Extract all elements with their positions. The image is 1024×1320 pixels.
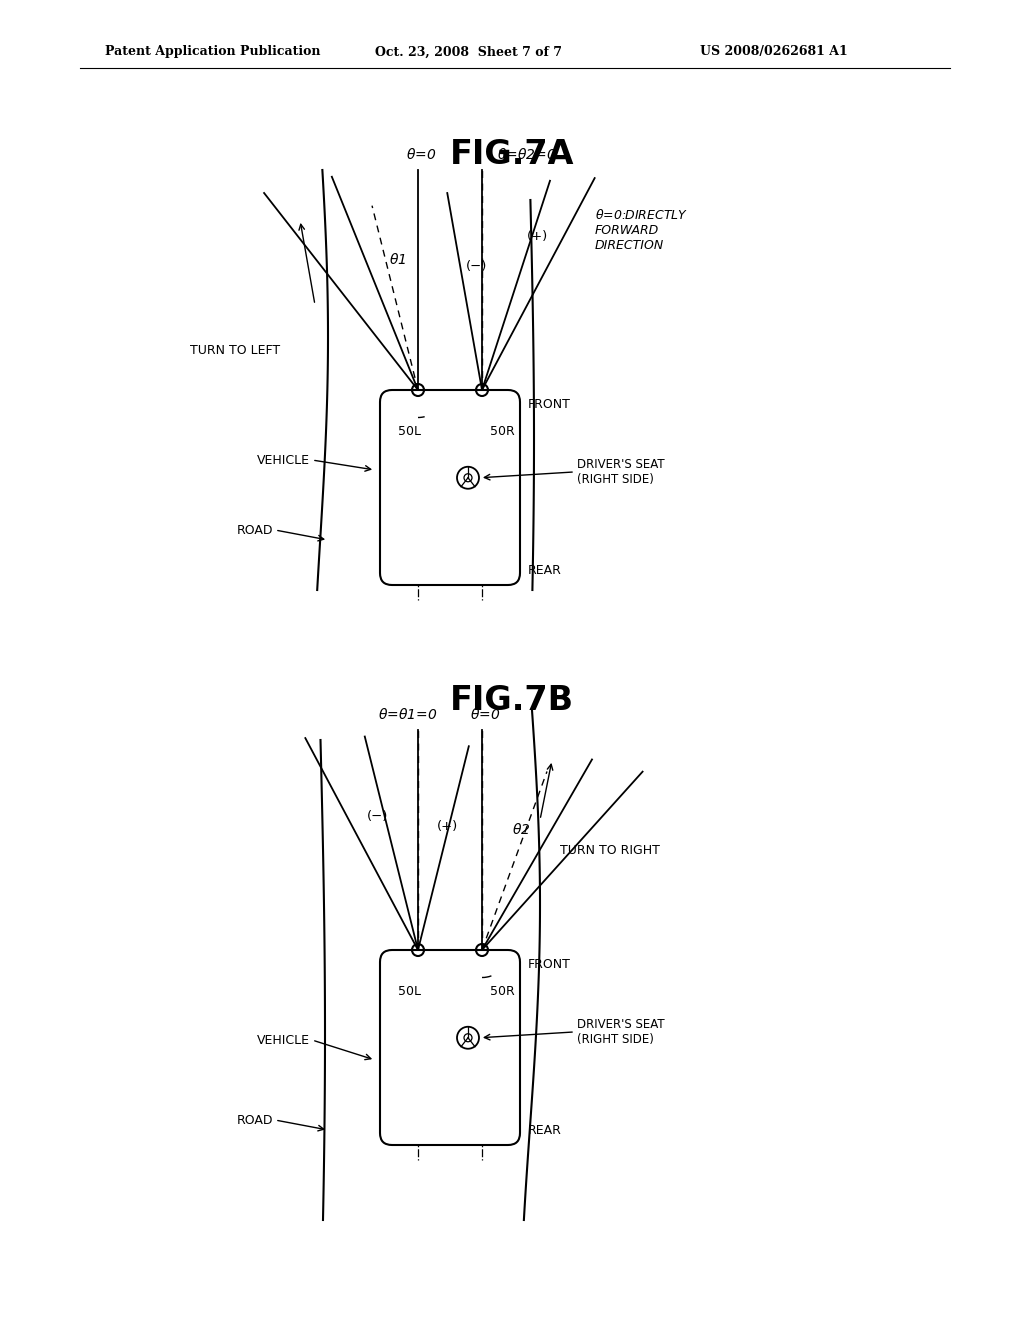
Text: ROAD: ROAD	[237, 524, 273, 536]
Text: VEHICLE: VEHICLE	[257, 454, 310, 466]
Text: FIG.7B: FIG.7B	[450, 684, 574, 717]
Text: $\theta$2: $\theta$2	[512, 822, 530, 837]
Text: US 2008/0262681 A1: US 2008/0262681 A1	[700, 45, 848, 58]
Text: FRONT: FRONT	[528, 399, 570, 411]
Text: TURN TO LEFT: TURN TO LEFT	[189, 343, 280, 356]
Text: DRIVER'S SEAT
(RIGHT SIDE): DRIVER'S SEAT (RIGHT SIDE)	[577, 1018, 665, 1045]
Text: $\theta$=0:DIRECTLY
FORWARD
DIRECTION: $\theta$=0:DIRECTLY FORWARD DIRECTION	[595, 209, 688, 252]
FancyBboxPatch shape	[380, 389, 520, 585]
Text: $\theta$1: $\theta$1	[389, 252, 407, 268]
Text: 50R: 50R	[490, 425, 515, 438]
Text: (+): (+)	[526, 230, 548, 243]
FancyBboxPatch shape	[380, 950, 520, 1144]
Text: $\theta$=0: $\theta$=0	[406, 147, 436, 162]
Text: Oct. 23, 2008  Sheet 7 of 7: Oct. 23, 2008 Sheet 7 of 7	[375, 45, 562, 58]
Text: (+): (+)	[437, 820, 459, 833]
Text: 50L: 50L	[398, 985, 421, 998]
Text: (−): (−)	[466, 260, 487, 273]
Text: TURN TO RIGHT: TURN TO RIGHT	[560, 843, 659, 857]
Text: $\theta$=0: $\theta$=0	[470, 708, 500, 722]
Text: FRONT: FRONT	[528, 958, 570, 972]
Text: REAR: REAR	[528, 564, 562, 577]
Text: FIG.7A: FIG.7A	[450, 139, 574, 172]
Text: REAR: REAR	[528, 1125, 562, 1137]
Text: $\theta$=$\theta$1=0: $\theta$=$\theta$1=0	[379, 708, 437, 722]
Text: VEHICLE: VEHICLE	[257, 1034, 310, 1047]
Text: 50R: 50R	[490, 985, 515, 998]
Text: 50L: 50L	[398, 425, 421, 438]
Text: $\theta$=$\theta$2=0: $\theta$=$\theta$2=0	[498, 147, 557, 162]
Text: DRIVER'S SEAT
(RIGHT SIDE): DRIVER'S SEAT (RIGHT SIDE)	[577, 458, 665, 486]
Text: ROAD: ROAD	[237, 1114, 273, 1126]
Text: (−): (−)	[368, 810, 389, 822]
Text: Patent Application Publication: Patent Application Publication	[105, 45, 321, 58]
